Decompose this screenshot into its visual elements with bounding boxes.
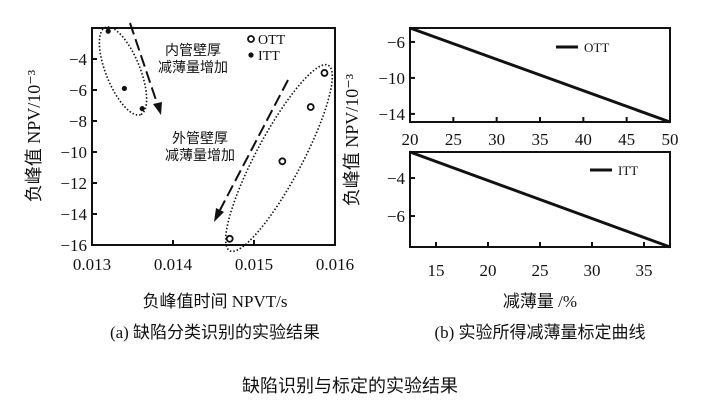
b1-x-tick-label: 50 <box>662 130 679 149</box>
b2-x-tick-label: 35 <box>636 261 653 280</box>
xlabel-b: 减薄量 /% <box>502 292 578 311</box>
calibration-line-ott <box>409 26 671 124</box>
b1-x-tick-label: 30 <box>488 130 505 149</box>
data-point-ott <box>225 234 234 243</box>
b1-x-tick-label: 20 <box>402 130 419 149</box>
b1-x-tick-label: 40 <box>575 130 592 149</box>
a-x-tick-label: 0.014 <box>154 255 193 274</box>
annotation-line2: 减薄量增加 <box>165 148 235 164</box>
b1-y-tick-label: −10 <box>378 69 405 88</box>
b1-x-tick-label: 25 <box>445 130 462 149</box>
b1-y-tick-label: −6 <box>387 33 405 52</box>
legend-label-itt: ITT <box>258 49 280 64</box>
legend-marker-ott <box>247 35 255 43</box>
a-x-tick-label: 0.013 <box>73 255 111 274</box>
b2-x-tick-label: 30 <box>584 261 601 280</box>
b2-x-tick-label: 25 <box>532 261 549 280</box>
calibration-line-itt <box>409 150 671 249</box>
data-point-ott <box>320 69 329 77</box>
ylabel-b: 负峰值 NPV/10⁻³ <box>342 73 362 206</box>
legend-marker-itt <box>248 52 254 58</box>
a-y-tick-label: −10 <box>60 143 87 162</box>
b1-x-tick-label: 35 <box>532 130 549 149</box>
b1-y-tick-label: −14 <box>378 105 405 124</box>
b2-x-tick-label: 15 <box>428 261 445 280</box>
legend-label-ott: OTT <box>258 33 286 48</box>
a-x-tick-label: 0.015 <box>235 255 273 274</box>
annotation-line1: 外管壁厚 <box>172 131 228 147</box>
xlabel-a: 负峰值时间 NPVT/s <box>142 292 288 311</box>
legend-label-itt: ITT <box>618 163 638 178</box>
itt-trend-arrow-shaft <box>129 22 159 107</box>
ylabel-a: 负峰值 NPV/10⁻³ <box>24 69 44 202</box>
figure-title: 缺陷识别与标定的实验结果 <box>242 376 458 396</box>
data-point-itt <box>139 106 145 112</box>
b2-y-tick-label: −6 <box>387 207 405 226</box>
ott-trend-arrow-shaft <box>219 79 289 211</box>
b2-y-tick-label: −4 <box>387 169 406 188</box>
ott-cluster-ellipse <box>224 63 334 253</box>
a-y-tick-label: −8 <box>69 112 87 131</box>
a-x-tick-label: 0.016 <box>316 255 354 274</box>
b2-x-tick-label: 20 <box>480 261 497 280</box>
annotation-line2: 减薄量增加 <box>158 60 228 76</box>
a-plot-frame <box>91 27 336 246</box>
data-point-ott <box>306 103 315 111</box>
data-point-itt <box>105 28 111 34</box>
annotation-line1: 内管壁厚 <box>165 43 221 59</box>
a-y-tick-label: −14 <box>60 205 87 224</box>
a-y-tick-label: −16 <box>60 236 87 255</box>
b1-x-tick-label: 45 <box>618 130 635 149</box>
a-y-tick-label: −4 <box>69 50 88 69</box>
a-y-tick-label: −6 <box>69 81 87 100</box>
itt-cluster-ellipse <box>98 26 148 116</box>
caption-b: (b) 实验所得减薄量标定曲线 <box>434 323 646 342</box>
data-point-ott <box>278 157 287 166</box>
itt-trend-arrow-head <box>153 102 162 115</box>
caption-a: (a) 缺陷分类识别的实验结果 <box>109 323 321 342</box>
legend-label-ott: OTT <box>584 40 609 55</box>
ott-trend-arrow-head <box>214 208 224 222</box>
a-y-tick-label: −12 <box>60 174 87 193</box>
data-point-itt <box>121 85 127 92</box>
